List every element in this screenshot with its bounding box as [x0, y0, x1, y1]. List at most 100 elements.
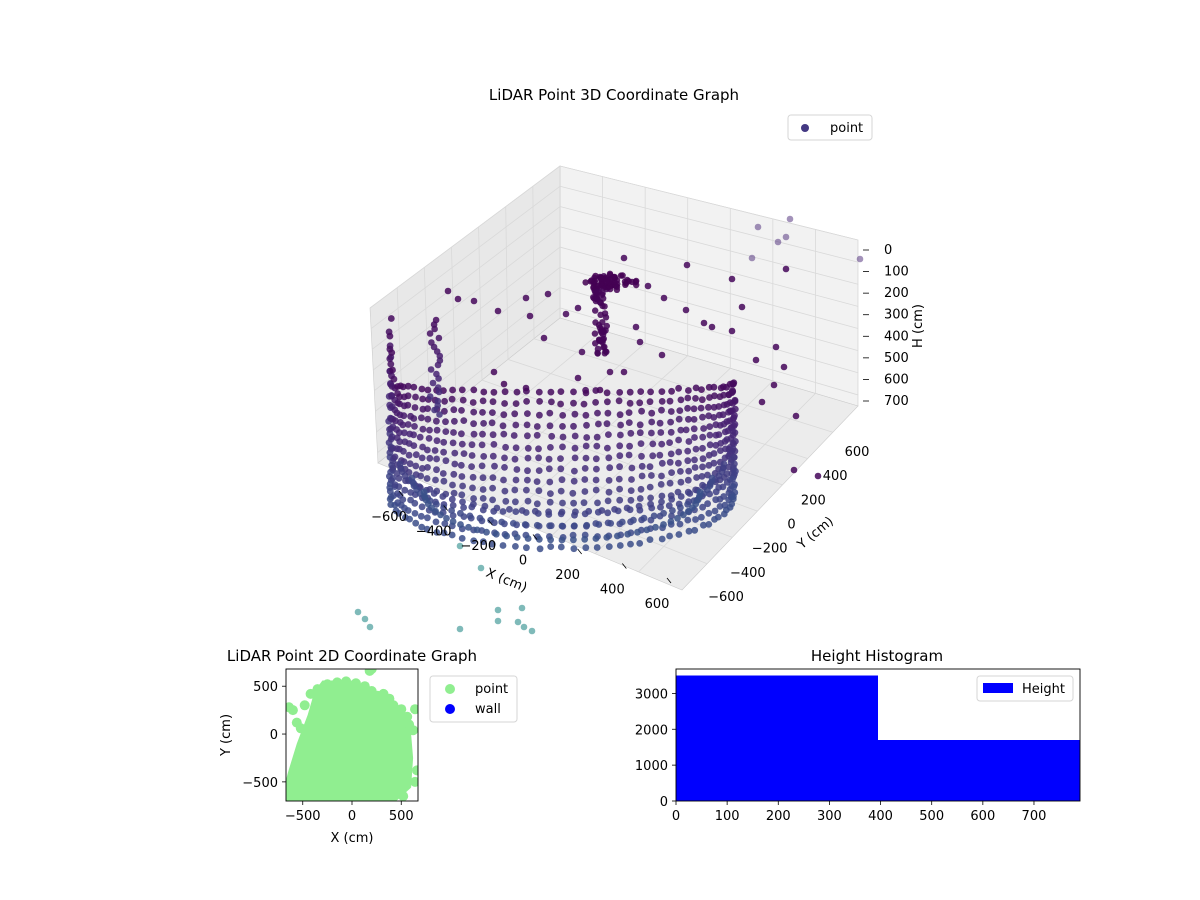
point-3d — [416, 433, 424, 441]
point-3d — [601, 350, 608, 357]
point-3d — [597, 311, 604, 318]
point-3d — [595, 420, 602, 428]
point-3d — [603, 322, 610, 330]
outlier-point-3d — [856, 255, 864, 263]
point-3d — [652, 523, 659, 531]
point-3d — [479, 430, 486, 438]
point-3d — [675, 459, 682, 467]
point-3d — [570, 545, 578, 553]
point-3d — [548, 398, 555, 406]
point-3d — [479, 409, 486, 416]
point-3d — [732, 467, 739, 475]
point-3d — [594, 296, 601, 303]
outlier-point-3d — [683, 261, 691, 269]
point-3d — [458, 491, 466, 499]
y-tick-label-histogram: 1000 — [635, 759, 668, 774]
below-point-3d — [520, 623, 528, 631]
point-3d — [729, 445, 737, 453]
point-3d — [559, 499, 566, 507]
outlier-point-3d — [682, 306, 690, 314]
y-axis-label-2d: Y (cm) — [219, 714, 234, 757]
point-3d — [684, 457, 692, 465]
z-axis-label-3d: H (cm) — [911, 304, 926, 348]
point-3d — [531, 507, 539, 515]
point-3d — [533, 431, 541, 439]
point-3d — [647, 500, 654, 508]
point-3d — [458, 430, 465, 438]
point-3d — [632, 278, 639, 286]
point-3d — [499, 542, 507, 549]
point-3d — [509, 520, 517, 527]
point-3d — [480, 453, 488, 460]
point-2d — [402, 711, 413, 722]
point-3d — [691, 456, 698, 464]
legend-label-wall-2d: wall — [475, 702, 501, 717]
outlier-point-3d — [444, 287, 452, 295]
point-3d — [524, 432, 531, 440]
point-3d — [386, 355, 394, 363]
point-3d — [470, 537, 478, 545]
x-tick-label-2d: 0 — [348, 809, 356, 824]
point-3d — [466, 512, 474, 520]
point-3d — [460, 504, 467, 511]
point-3d — [677, 493, 685, 500]
point-3d — [404, 507, 412, 514]
point-3d — [625, 419, 633, 426]
point-3d — [449, 481, 456, 489]
point-2d — [398, 791, 409, 801]
point-3d — [424, 446, 431, 454]
point-cloud-2d — [286, 669, 418, 801]
point-3d — [490, 441, 498, 448]
point-3d — [605, 543, 613, 550]
point-3d — [630, 516, 637, 524]
point-3d — [582, 544, 590, 552]
point-3d — [571, 444, 579, 452]
y-tick-label-3d: −200 — [752, 542, 788, 557]
point-3d — [693, 474, 700, 481]
point-3d — [521, 521, 529, 528]
grid-line-x — [551, 367, 731, 536]
point-3d — [419, 425, 427, 433]
point-3d — [705, 521, 713, 528]
point-3d — [570, 499, 577, 507]
point-3d — [535, 535, 543, 543]
point-3d — [489, 431, 497, 439]
point-3d — [469, 484, 476, 492]
point-3d — [511, 410, 519, 418]
point-3d — [603, 278, 610, 285]
point-3d — [451, 449, 459, 457]
point-3d — [449, 518, 457, 525]
x-axis-label-3d: X (cm) — [484, 566, 529, 596]
point-3d — [546, 498, 554, 506]
point-3d — [604, 497, 612, 505]
grid-line-z — [371, 206, 561, 350]
z-tick-label-3d: 300 — [884, 308, 909, 323]
point-3d — [547, 444, 554, 451]
point-3d — [557, 465, 565, 473]
point-3d — [593, 465, 600, 473]
point-3d — [698, 513, 705, 521]
point-3d — [615, 475, 623, 483]
below-point-3d — [494, 606, 502, 614]
point-3d — [510, 432, 518, 439]
point-3d — [501, 400, 508, 407]
point-3d — [518, 507, 526, 514]
point-3d — [500, 430, 508, 438]
point-2d — [408, 725, 418, 736]
point-3d — [418, 523, 426, 531]
point-3d — [545, 508, 552, 516]
point-3d — [396, 393, 403, 401]
outlier-point-3d — [748, 254, 756, 262]
point-3d — [705, 403, 712, 411]
grid-line-z — [370, 185, 561, 329]
point-3d — [442, 428, 450, 435]
point-3d — [692, 395, 699, 402]
point-3d — [593, 442, 601, 450]
point-3d — [387, 360, 395, 368]
y-tick-label-3d: 400 — [823, 469, 848, 484]
point-3d — [715, 403, 723, 410]
point-3d — [399, 383, 407, 391]
point-3d — [594, 409, 601, 417]
point-3d — [674, 514, 681, 522]
point-3d — [489, 474, 497, 481]
